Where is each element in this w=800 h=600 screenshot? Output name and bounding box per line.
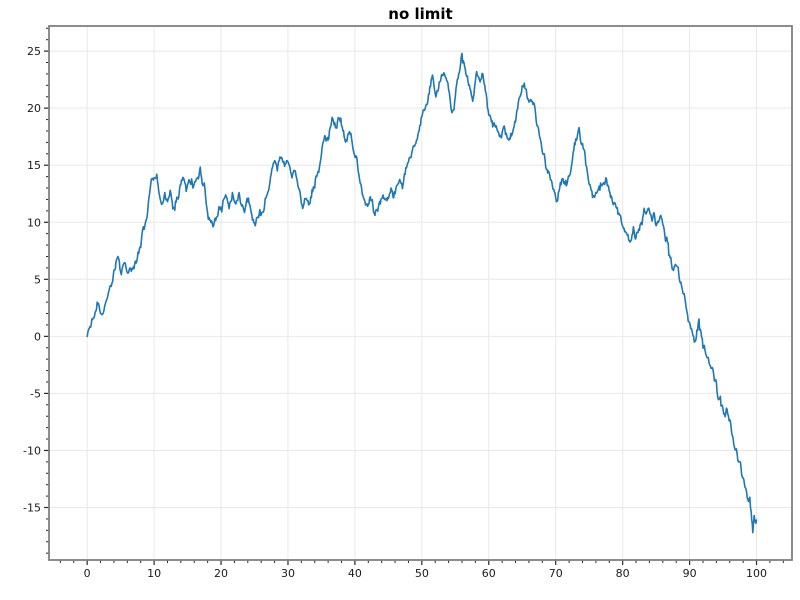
x-tick-label: 90 <box>683 567 697 580</box>
y-tick-label: 10 <box>27 216 41 229</box>
y-tick-label: 15 <box>27 159 41 172</box>
x-tick-label: 10 <box>147 567 161 580</box>
x-tick-label: 50 <box>415 567 429 580</box>
y-tick-label: 0 <box>34 330 41 343</box>
x-tick-label: 0 <box>84 567 91 580</box>
chart-title: no limit <box>388 5 453 23</box>
x-tick-label: 80 <box>616 567 630 580</box>
y-tick-label: -15 <box>23 502 41 515</box>
y-tick-label: 5 <box>34 273 41 286</box>
x-tick-label: 100 <box>746 567 767 580</box>
series-line <box>86 52 758 534</box>
x-tick-label: 30 <box>281 567 295 580</box>
major-ticks <box>44 50 758 565</box>
plot-border <box>48 25 793 561</box>
y-tick-label: 25 <box>27 45 41 58</box>
x-tick-label: 60 <box>482 567 496 580</box>
y-tick-label: -10 <box>23 444 41 457</box>
y-tick-label: -5 <box>30 387 41 400</box>
y-tick-label: 20 <box>27 102 41 115</box>
x-tick-label: 40 <box>348 567 362 580</box>
tick-labels: 0 10 20 30 40 50 60 70 80 90 100 -15 -10 -5 0 5 10 15 20 25 <box>23 45 767 580</box>
x-tick-label: 70 <box>549 567 563 580</box>
x-tick-label: 20 <box>214 567 228 580</box>
gridlines <box>49 26 792 560</box>
